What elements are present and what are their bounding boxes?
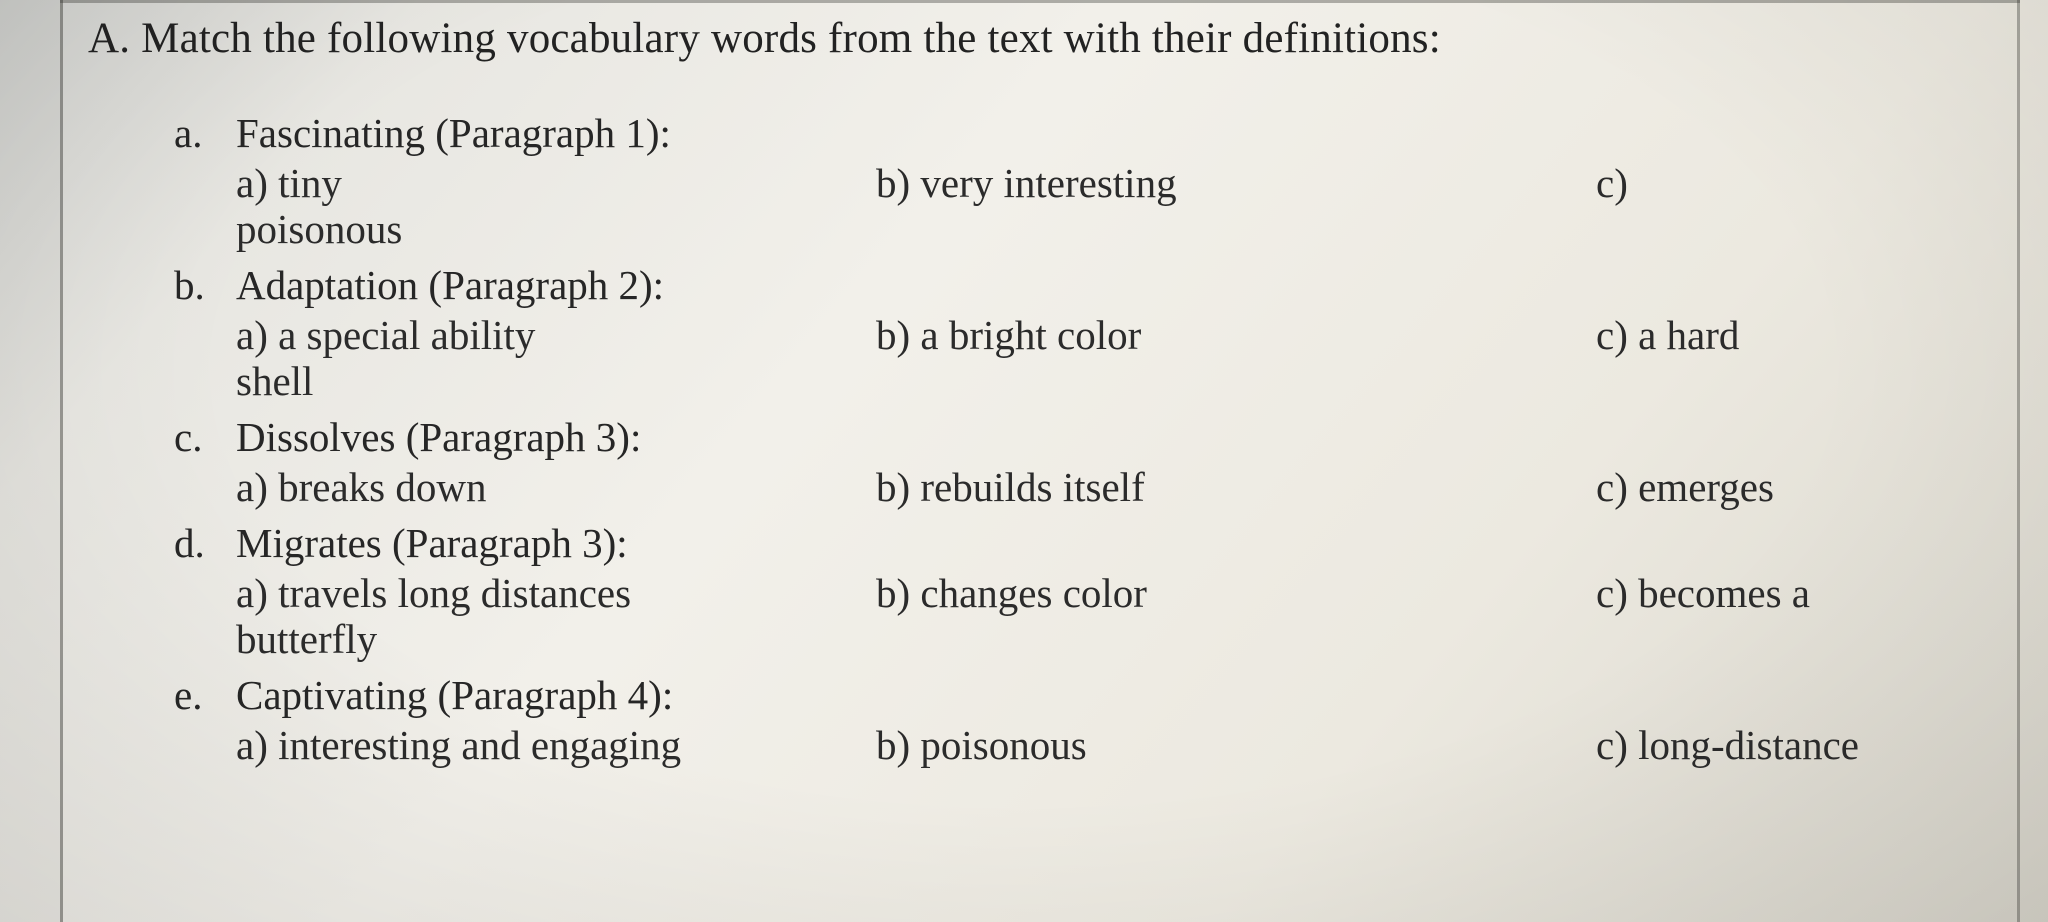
options-row: a) a special ability b) a bright color c… xyxy=(174,311,1988,359)
question-item: b. Adaptation (Paragraph 2): a) a specia… xyxy=(174,261,1988,405)
option-c: c) long-distance xyxy=(1596,721,1988,769)
section-instruction: A. Match the following vocabulary words … xyxy=(88,14,1988,63)
top-rule xyxy=(60,0,2020,3)
option-a: a) tiny xyxy=(236,159,876,207)
question-item: e. Captivating (Paragraph 4): a) interes… xyxy=(174,671,1988,769)
worksheet-page: A. Match the following vocabulary words … xyxy=(0,0,2048,922)
option-b: b) changes color xyxy=(876,569,1596,617)
option-wrap-text: butterfly xyxy=(174,615,1988,663)
question-letter: b. xyxy=(174,261,236,309)
question-letter: d. xyxy=(174,519,236,567)
option-c: c) emerges xyxy=(1596,463,1988,511)
question-item: a. Fascinating (Paragraph 1): a) tiny b)… xyxy=(174,109,1988,253)
option-a: a) breaks down xyxy=(236,463,876,511)
question-letter: e. xyxy=(174,671,236,719)
left-rule xyxy=(0,0,63,922)
question-item: d. Migrates (Paragraph 3): a) travels lo… xyxy=(174,519,1988,663)
options-row: a) interesting and engaging b) poisonous… xyxy=(174,721,1988,769)
option-c: c) a hard xyxy=(1596,311,1988,359)
option-b: b) very interesting xyxy=(876,159,1596,207)
question-letter: c. xyxy=(174,413,236,461)
question-term: Adaptation (Paragraph 2): xyxy=(236,261,664,309)
question-item: c. Dissolves (Paragraph 3): a) breaks do… xyxy=(174,413,1988,511)
question-header: d. Migrates (Paragraph 3): xyxy=(174,519,1988,567)
question-header: e. Captivating (Paragraph 4): xyxy=(174,671,1988,719)
option-wrap-text: poisonous xyxy=(174,205,1988,253)
option-b: b) poisonous xyxy=(876,721,1596,769)
question-header: b. Adaptation (Paragraph 2): xyxy=(174,261,1988,309)
option-a: a) a special ability xyxy=(236,311,876,359)
question-term: Migrates (Paragraph 3): xyxy=(236,519,628,567)
right-rule xyxy=(2017,0,2048,922)
options-row: a) tiny b) very interesting c) xyxy=(174,159,1988,207)
option-wrap-text: shell xyxy=(174,357,1988,405)
question-header: c. Dissolves (Paragraph 3): xyxy=(174,413,1988,461)
option-a: a) travels long distances xyxy=(236,569,876,617)
option-b: b) rebuilds itself xyxy=(876,463,1596,511)
question-term: Captivating (Paragraph 4): xyxy=(236,671,673,719)
question-header: a. Fascinating (Paragraph 1): xyxy=(174,109,1988,157)
question-term: Dissolves (Paragraph 3): xyxy=(236,413,641,461)
options-row: a) travels long distances b) changes col… xyxy=(174,569,1988,617)
questions-list: a. Fascinating (Paragraph 1): a) tiny b)… xyxy=(88,109,1988,769)
question-letter: a. xyxy=(174,109,236,157)
content-area: A. Match the following vocabulary words … xyxy=(88,14,1988,777)
option-c: c) xyxy=(1596,159,1988,207)
question-term: Fascinating (Paragraph 1): xyxy=(236,109,671,157)
option-c: c) becomes a xyxy=(1596,569,1988,617)
options-row: a) breaks down b) rebuilds itself c) eme… xyxy=(174,463,1988,511)
option-a: a) interesting and engaging xyxy=(236,721,876,769)
option-b: b) a bright color xyxy=(876,311,1596,359)
